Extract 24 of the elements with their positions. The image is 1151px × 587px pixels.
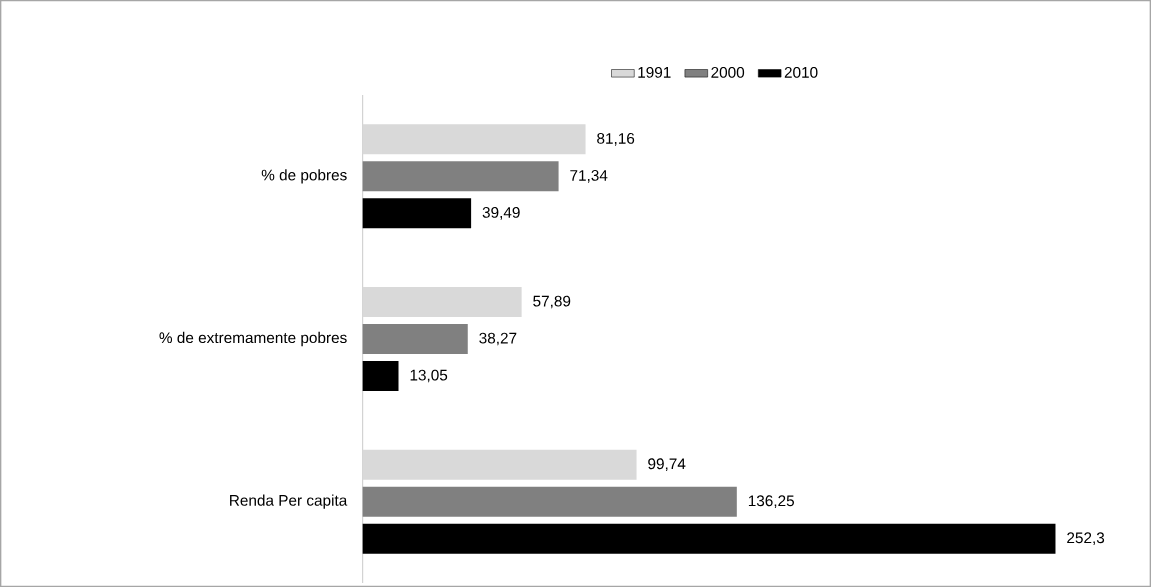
bar — [362, 486, 737, 517]
bar — [362, 324, 468, 355]
data-label: 38,27 — [479, 332, 517, 346]
bar — [362, 198, 472, 229]
data-label: 39,49 — [482, 207, 520, 220]
y-tick-label: % de pobres — [261, 169, 347, 184]
legend-label: 2010 — [784, 66, 818, 78]
bar — [362, 449, 637, 480]
legend-label: 1991 — [638, 66, 671, 78]
bar — [362, 161, 559, 192]
bar — [362, 523, 1056, 554]
bar — [362, 124, 586, 155]
y-tick-label: % de extremamente pobres — [159, 331, 347, 347]
data-label: 252,3 — [1067, 532, 1105, 546]
legend-label: 2000 — [711, 66, 745, 78]
data-label: 99,74 — [648, 458, 686, 472]
data-label: 13,05 — [410, 369, 448, 383]
data-label: 81,16 — [597, 133, 635, 146]
data-label: 57,89 — [533, 295, 571, 309]
y-tick-label: Renda Per capita — [230, 494, 348, 509]
data-label: 136,25 — [748, 495, 794, 509]
bar — [362, 287, 522, 318]
data-label: 71,34 — [570, 170, 608, 183]
bar — [362, 361, 399, 392]
